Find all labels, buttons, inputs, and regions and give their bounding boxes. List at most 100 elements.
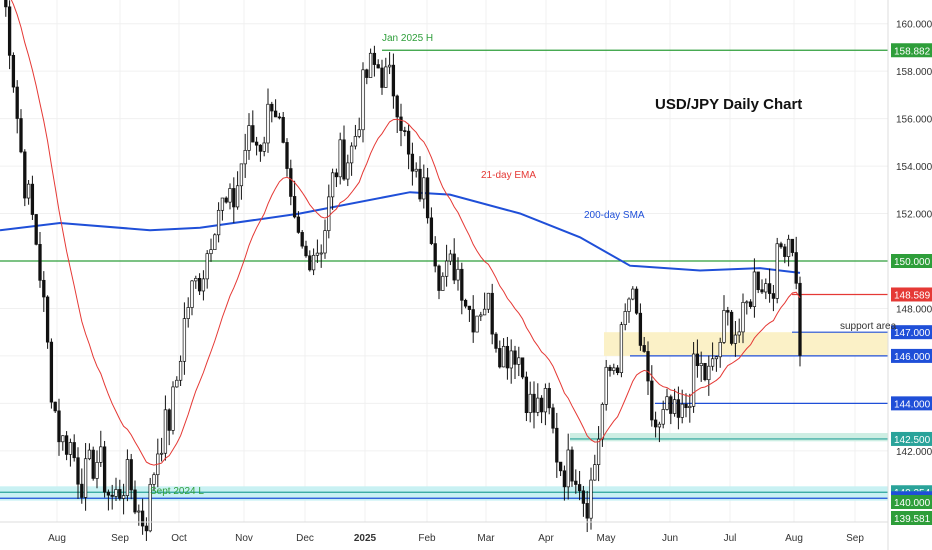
candle-body (479, 314, 483, 317)
candle-body (551, 407, 555, 429)
candle-body (368, 52, 373, 78)
candle-body (733, 334, 738, 344)
price-badge (891, 495, 932, 509)
candle-body (266, 103, 270, 144)
candle-body (513, 350, 517, 365)
candle-body (570, 449, 574, 482)
candle-body (319, 252, 323, 255)
annotations: USD/JPY Daily Chart Jan 2025 H Sept 2024… (150, 33, 897, 497)
candle-body (19, 118, 23, 153)
candle-body (467, 305, 472, 310)
candle-body (665, 396, 669, 410)
candle-body (650, 380, 654, 421)
price-tick-label: 152.000 (896, 210, 932, 221)
candle-body (486, 292, 491, 310)
candle-body (543, 388, 548, 413)
time-tick-label: 2025 (354, 533, 377, 544)
support-zone (604, 332, 888, 356)
candle-body (505, 345, 510, 369)
candle-body (262, 142, 266, 152)
candle-body (4, 0, 8, 8)
candle-body (289, 168, 293, 197)
candle-body (228, 188, 232, 203)
candle-body (42, 279, 46, 298)
candle-body (524, 376, 529, 414)
candle-body (232, 188, 236, 208)
candle-body (775, 243, 779, 299)
candle-body (220, 197, 225, 211)
candle-body (110, 494, 114, 497)
candle-body (129, 459, 133, 491)
price-tick-label: 158.000 (896, 67, 932, 78)
candle-body (384, 66, 388, 88)
candle-body (441, 275, 445, 291)
sma-label: 200-day SMA (584, 210, 645, 221)
candle-body (114, 489, 118, 497)
level-badge (891, 348, 932, 363)
candle-body (562, 470, 567, 488)
time-tick-label: Jul (724, 533, 737, 544)
candle-body (494, 333, 498, 349)
candle-body (593, 464, 597, 481)
candle-body (490, 292, 494, 335)
candle-body (798, 282, 802, 356)
chart-title: USD/JPY Daily Chart (655, 96, 802, 113)
candle-body (201, 278, 206, 292)
time-tick-label: Apr (538, 533, 554, 544)
candle-body (224, 197, 228, 203)
axes (0, 0, 889, 550)
candle-body (118, 489, 122, 499)
candle-body (281, 117, 285, 143)
candle-body (589, 479, 593, 519)
candle-body (532, 393, 536, 413)
candle-body (68, 442, 73, 455)
candle-body (140, 510, 145, 527)
candle-body (710, 358, 715, 367)
candle-body (437, 265, 441, 291)
candle-body (190, 280, 194, 308)
candle-body (11, 54, 16, 88)
candle-body (64, 435, 69, 455)
candle-body (760, 289, 764, 293)
candle-body (376, 64, 380, 69)
candle-body (315, 252, 320, 256)
candle-body (334, 172, 339, 178)
candle-body (99, 446, 103, 463)
candle-body (726, 310, 730, 313)
candle-body (771, 293, 776, 299)
candle-body (566, 449, 570, 488)
candle-body (254, 141, 259, 146)
candle-body (327, 196, 331, 231)
low-zone (0, 486, 888, 501)
candle-body (631, 288, 635, 300)
zones (0, 332, 888, 501)
candle-body (387, 64, 392, 68)
level-badge (891, 287, 932, 302)
candle-body (273, 110, 278, 118)
candle-body (520, 357, 525, 378)
candle-body (26, 183, 31, 199)
price-tick-label: 148.000 (896, 304, 932, 315)
candle-body (330, 172, 335, 198)
candle-body (783, 246, 787, 257)
candle-body (786, 238, 791, 257)
candle-body (794, 252, 798, 284)
candle-body (741, 301, 745, 333)
level-badge-label: 142.500 (894, 435, 931, 446)
zone-142-5 (570, 433, 888, 442)
price-badge-label: 140.000 (894, 498, 931, 509)
ema-label: 21-day EMA (481, 170, 536, 181)
candle-body (745, 301, 749, 304)
candle-body (699, 362, 703, 367)
candle-body (634, 288, 639, 314)
candle-body (418, 168, 422, 200)
level-badge (891, 431, 932, 446)
time-tick-label: Sep (846, 533, 864, 544)
time-tick-label: May (597, 533, 616, 544)
time-tick-label: Aug (48, 533, 66, 544)
candle-body (627, 298, 631, 312)
candle-body (167, 409, 171, 431)
candle-body (790, 238, 795, 253)
